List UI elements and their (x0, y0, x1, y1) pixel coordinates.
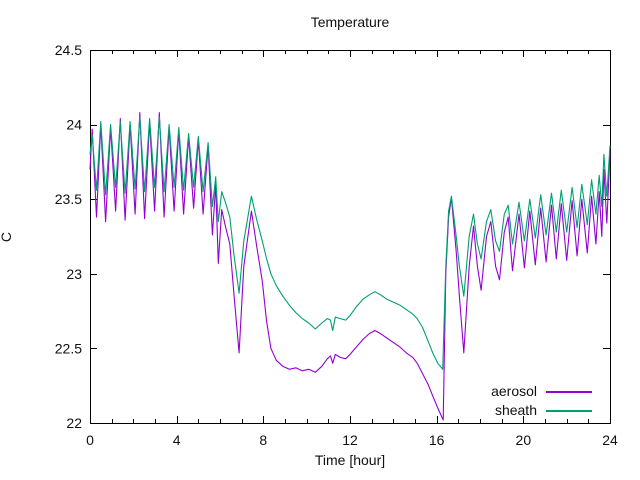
legend-label-aerosol: aerosol (491, 383, 537, 399)
legend-item-aerosol: aerosol (400, 382, 592, 401)
svg-text:12: 12 (342, 432, 358, 448)
svg-text:24: 24 (66, 117, 82, 133)
legend: aerosol sheath (400, 382, 592, 420)
chart-title: Temperature (310, 14, 390, 30)
svg-text:0: 0 (86, 432, 94, 448)
svg-text:22.5: 22.5 (55, 340, 82, 356)
legend-label-sheath: sheath (494, 402, 537, 418)
svg-text:4: 4 (173, 432, 181, 448)
svg-text:24: 24 (602, 432, 618, 448)
svg-text:8: 8 (259, 432, 267, 448)
x-axis-label: Time [hour] (314, 452, 386, 468)
svg-text:22: 22 (66, 415, 82, 431)
svg-text:24.5: 24.5 (55, 42, 82, 58)
svg-text:23: 23 (66, 266, 82, 282)
svg-text:23.5: 23.5 (55, 191, 82, 207)
svg-text:16: 16 (429, 432, 445, 448)
legend-item-sheath: sheath (400, 401, 592, 420)
legend-line-sample-sheath (546, 409, 592, 412)
y-axis-label: C (0, 207, 14, 267)
legend-line-sample-aerosol (546, 390, 592, 393)
svg-text:20: 20 (516, 432, 532, 448)
